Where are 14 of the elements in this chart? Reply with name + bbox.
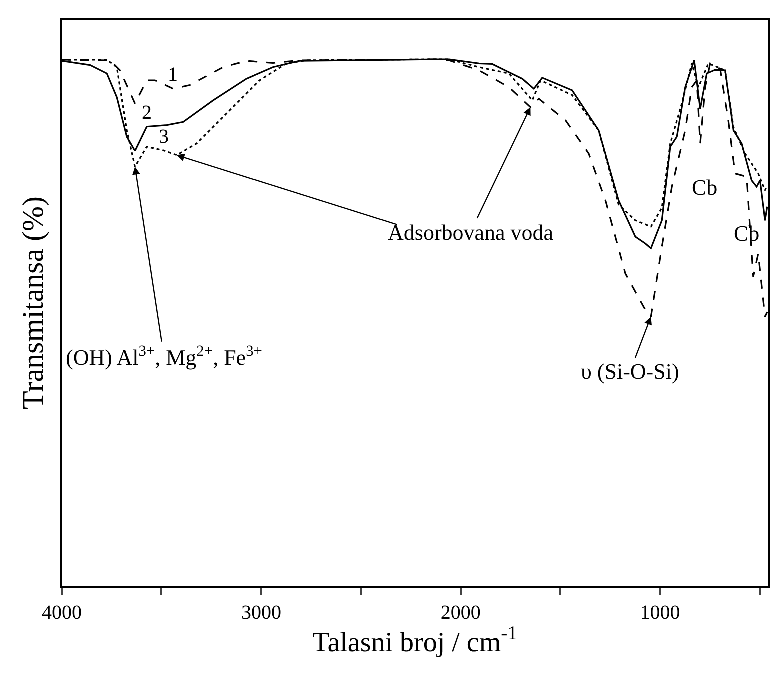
y-axis-title: Transmitansa (%): [16, 196, 50, 410]
series-label: 3: [159, 126, 169, 148]
series-label: 1: [168, 64, 178, 86]
x-tick-label: 2000: [440, 602, 481, 624]
x-axis-title: Talasni broj / cm$^{-1}$: [312, 624, 518, 659]
annotation: Adsorbovana voda: [388, 220, 554, 245]
x-tick-label: 4000: [42, 602, 82, 624]
annotation: υ (Si-O-Si): [581, 359, 680, 384]
series-label: 2: [142, 102, 152, 124]
annotation: Cb: [734, 221, 760, 246]
annotation: (OH) Al$^{3+}$, Mg$^{2+}$, Fe$^{3+}$: [66, 343, 262, 370]
x-tick-label: 3000: [241, 602, 282, 624]
annotation: Cb: [692, 175, 718, 200]
x-tick-label: 1000: [640, 602, 680, 624]
